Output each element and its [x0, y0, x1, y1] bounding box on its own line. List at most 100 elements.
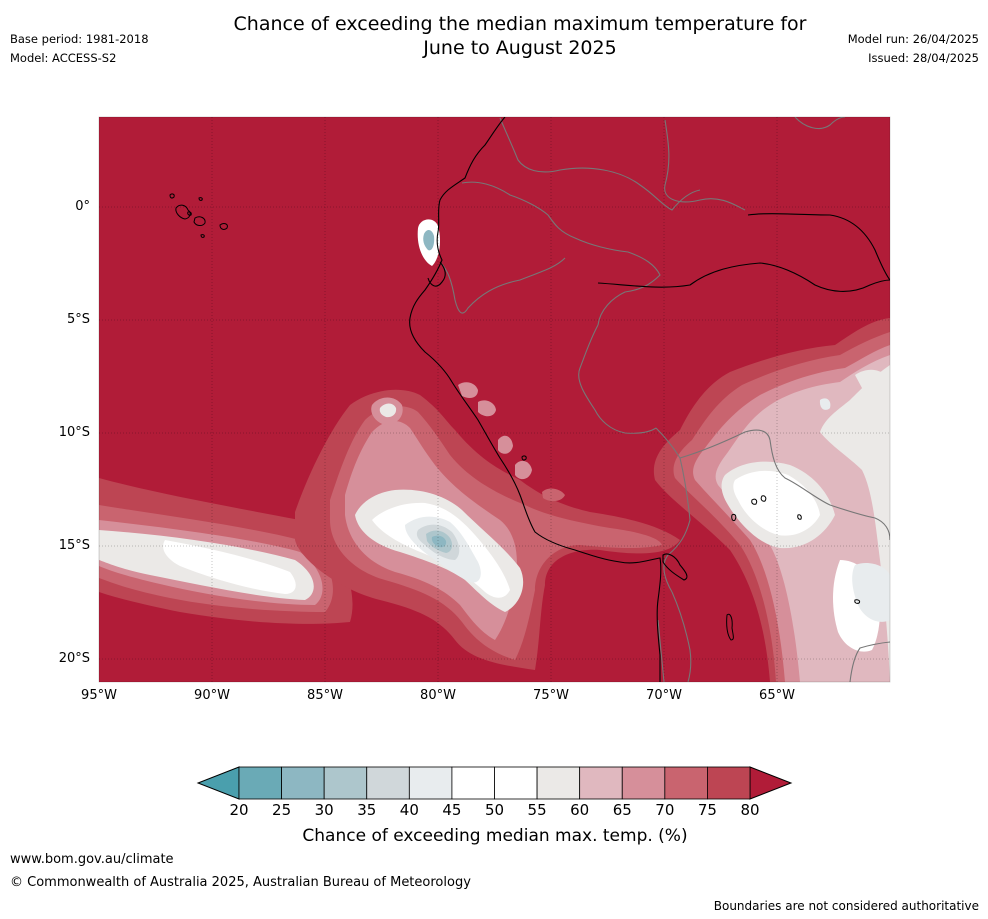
lat-label-5s: 5°S — [66, 312, 90, 327]
lat-label-10s: 10°S — [58, 425, 90, 440]
model-run: Model run: 26/04/2025 — [847, 32, 979, 46]
border-colombia-ecuador — [461, 181, 661, 326]
galapagos-small-4 — [200, 234, 205, 238]
model-info: Base period: 1981-2018 Model: ACCESS-S2 — [10, 30, 149, 68]
contour-west-45 — [163, 540, 296, 594]
galapagos-small-1 — [169, 193, 175, 199]
contour-east-55 — [820, 365, 890, 682]
coastline-caribbean — [747, 213, 890, 281]
galapagos-santa-cruz — [193, 216, 206, 226]
graticule — [99, 117, 890, 682]
lake-bolivia-1 — [731, 513, 737, 522]
lon-label-90w: 90°W — [194, 688, 230, 703]
model-name: Model: ACCESS-S2 — [10, 51, 117, 65]
colorbar-tick-label: 65 — [612, 801, 632, 819]
footer-url: www.bom.gov.au/climate — [10, 852, 174, 867]
colorbar-tick-label: 50 — [484, 801, 505, 819]
lon-label-80w: 80°W — [420, 688, 456, 703]
colorbar-tick-label: 75 — [697, 801, 717, 819]
contour-east-40 — [852, 563, 890, 622]
coastline-pacific — [409, 117, 662, 682]
issued-date: Issued: 28/04/2025 — [868, 51, 979, 65]
coastlines — [409, 117, 890, 682]
colorbar-tick-label: 55 — [527, 801, 547, 819]
border-brazil-north — [664, 119, 746, 211]
colorbar-swatch — [494, 766, 538, 800]
footer-disclaimer: Boundaries are not considered authoritat… — [713, 899, 979, 913]
border-colombia-venezuela — [499, 117, 701, 211]
colorbar-swatch — [281, 766, 325, 800]
contour-coastal-blob-2 — [478, 400, 496, 417]
colorbar-tick-label: 40 — [399, 801, 419, 819]
colorbar-tick-label: 25 — [272, 801, 292, 819]
colorbar-title: Chance of exceeding median max. temp. (%… — [302, 826, 688, 846]
lon-label-95w: 95°W — [81, 688, 117, 703]
border-brazil-venezuela — [794, 117, 846, 129]
colorbar-swatch — [366, 766, 410, 800]
colorbar-swatches — [238, 766, 751, 800]
lon-label-75w: 75°W — [533, 688, 569, 703]
contour-east-40-b — [819, 398, 831, 410]
contour-coastal-blob-5 — [542, 488, 565, 502]
lat-label-15s: 15°S — [58, 538, 90, 553]
contour-coastal-blob-1 — [458, 382, 478, 398]
lake-bolivia-4 — [797, 514, 802, 520]
colorbar-swatch — [707, 766, 751, 800]
coastline-gulf — [427, 261, 446, 287]
contour-coastal-blob-3 — [498, 435, 513, 454]
colorbar-swatch — [323, 766, 368, 800]
colorbar-swatch — [579, 766, 623, 800]
border-chile-bolivia — [671, 591, 692, 682]
colorbar-tick-label: 60 — [570, 801, 590, 819]
colorbar-tick-label: 70 — [655, 801, 675, 819]
colorbar-swatch — [621, 766, 666, 800]
base-period: Base period: 1981-2018 — [10, 32, 149, 46]
contour-central-25 — [431, 535, 447, 548]
lake-bolivia-2 — [751, 498, 758, 505]
colorbar-tick-label: 20 — [229, 801, 249, 819]
lake-chile — [726, 613, 734, 641]
lon-label-65w: 65°W — [759, 688, 795, 703]
lake-coastal — [521, 455, 527, 461]
lake-titicaca — [662, 553, 688, 581]
colorbar-under-arrow — [196, 766, 240, 800]
border-bolivia-brazil — [769, 439, 890, 541]
border-ecuador-peru — [439, 257, 566, 314]
galapagos-san-cristobal — [219, 223, 228, 230]
colorbar-swatch — [238, 766, 282, 800]
lat-label-0: 0° — [75, 199, 90, 214]
colorbar-swatch — [451, 766, 495, 800]
country-borders — [439, 117, 890, 682]
contour-coastal-blob-4 — [515, 460, 532, 480]
contour-east-55-c — [855, 369, 885, 389]
footer-copyright: © Commonwealth of Australia 2025, Austra… — [10, 875, 471, 890]
border-colombia-brazil — [578, 324, 657, 434]
chart-title: Chance of exceeding the median maximum t… — [150, 12, 890, 60]
lake-paraguay — [854, 599, 861, 604]
contour-north-blue — [423, 230, 435, 251]
islands — [169, 193, 861, 641]
lat-label-20s: 20°S — [58, 651, 90, 666]
colorbar-tick-label: 45 — [442, 801, 462, 819]
lon-label-70w: 70°W — [646, 688, 682, 703]
contour-small-a-inner — [379, 403, 397, 418]
colorbar-tick-label: 80 — [740, 801, 760, 819]
map-frame — [98, 116, 891, 683]
colorbar-swatch — [408, 766, 453, 800]
title-line-2: June to August 2025 — [423, 37, 617, 59]
contour-east-50 — [733, 470, 820, 536]
border-peru-brazil — [655, 427, 771, 459]
coastline-amazon — [597, 262, 890, 292]
galapagos-small-3 — [187, 211, 192, 216]
lon-label-85w: 85°W — [307, 688, 343, 703]
colorbar-tick-label: 30 — [314, 801, 334, 819]
border-bolivia-paraguay — [849, 641, 890, 682]
border-peru-bolivia — [663, 457, 691, 593]
colorbar-over-arrow — [749, 766, 793, 800]
border-chile-argentina — [657, 619, 665, 682]
galapagos-small-2 — [198, 197, 203, 201]
contour-fields — [99, 219, 890, 682]
colorbar-swatch — [664, 766, 708, 800]
title-line-1: Chance of exceeding the median maximum t… — [233, 13, 807, 35]
